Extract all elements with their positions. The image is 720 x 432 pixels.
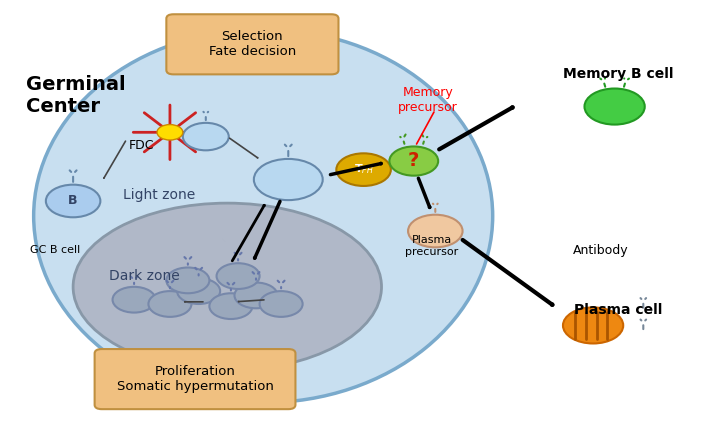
Circle shape — [260, 291, 302, 317]
Circle shape — [408, 215, 462, 248]
Text: Light zone: Light zone — [123, 187, 195, 202]
Circle shape — [157, 124, 183, 140]
Circle shape — [166, 267, 210, 293]
Circle shape — [390, 146, 438, 176]
FancyBboxPatch shape — [166, 14, 338, 74]
Ellipse shape — [73, 203, 382, 371]
Text: Proliferation
Somatic hypermutation: Proliferation Somatic hypermutation — [117, 365, 274, 393]
Circle shape — [210, 293, 253, 319]
Text: Dark zone: Dark zone — [109, 269, 180, 283]
Text: GC B cell: GC B cell — [30, 245, 81, 255]
Circle shape — [235, 283, 277, 308]
Circle shape — [46, 184, 100, 217]
Text: Plasma
precursor: Plasma precursor — [405, 235, 459, 257]
Circle shape — [112, 287, 156, 313]
Circle shape — [585, 89, 644, 124]
Text: FDC: FDC — [128, 139, 154, 152]
Text: Antibody: Antibody — [572, 244, 628, 257]
FancyBboxPatch shape — [94, 349, 295, 409]
Circle shape — [177, 278, 220, 304]
Text: Germinal
Center: Germinal Center — [27, 75, 126, 116]
Circle shape — [183, 123, 229, 150]
Circle shape — [217, 263, 260, 289]
Circle shape — [254, 159, 323, 200]
Circle shape — [563, 308, 624, 343]
Ellipse shape — [34, 29, 492, 403]
Text: Plasma cell: Plasma cell — [574, 303, 662, 318]
Circle shape — [336, 153, 391, 186]
Text: ?: ? — [408, 151, 420, 170]
Text: Memory B cell: Memory B cell — [563, 67, 673, 81]
Text: B: B — [68, 194, 78, 207]
Circle shape — [148, 291, 192, 317]
Text: Selection
Fate decision: Selection Fate decision — [209, 30, 296, 58]
Text: Memory
precursor: Memory precursor — [398, 86, 458, 114]
Text: T$_{FH}$: T$_{FH}$ — [354, 162, 374, 176]
